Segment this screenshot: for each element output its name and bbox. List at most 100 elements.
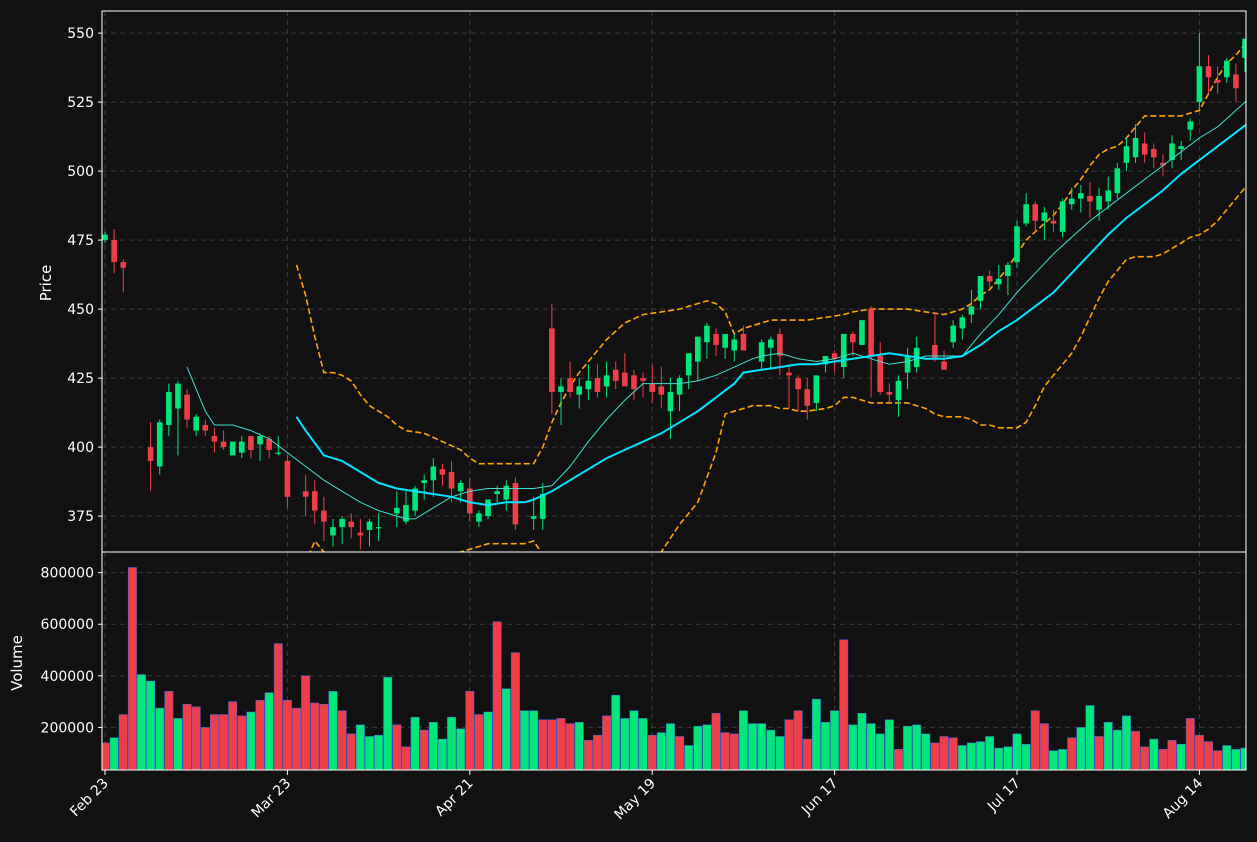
candle-body (1196, 66, 1203, 103)
candle-body (348, 521, 355, 528)
volume-bar (146, 680, 156, 770)
candle-body (767, 339, 774, 348)
candle (804, 378, 811, 420)
candle-body (1023, 204, 1029, 224)
price-axis-label: Price (37, 265, 55, 302)
candle (229, 441, 236, 456)
candle (421, 474, 427, 500)
candle-body (968, 306, 975, 315)
candle-body (959, 317, 966, 329)
volume-bar (985, 736, 995, 770)
candle (220, 430, 227, 450)
candle (549, 303, 555, 414)
candle (202, 419, 209, 437)
candle (704, 322, 710, 359)
candle-body (1050, 220, 1057, 224)
candle-body (321, 510, 327, 522)
candle-body (758, 342, 765, 362)
candle-body (585, 380, 592, 390)
volume-tick-label: 400000 (41, 669, 94, 685)
candle-body (795, 378, 801, 390)
volume-bar (893, 749, 903, 770)
volume-bar (255, 700, 265, 770)
candle-body (476, 513, 482, 522)
candle (786, 364, 792, 409)
volume-bar (738, 710, 748, 770)
candle (977, 275, 984, 310)
candle-body (1096, 195, 1102, 210)
candle (284, 455, 291, 508)
candle-body (713, 333, 719, 345)
candle-body (1242, 38, 1246, 58)
candle-body (1214, 80, 1221, 83)
candle (995, 264, 1002, 290)
volume-bar (620, 718, 630, 770)
volume-bar (948, 737, 958, 770)
volume-bar (1121, 715, 1131, 770)
candle-body (1223, 60, 1230, 78)
volume-bar (137, 674, 146, 770)
volume-bar (1003, 746, 1013, 770)
candle (950, 320, 956, 348)
candle (722, 333, 728, 359)
candle (357, 518, 364, 550)
volume-bar (538, 719, 548, 770)
candle-body (211, 436, 218, 442)
volume-bar (292, 707, 301, 770)
candle-body (1205, 66, 1212, 78)
volume-bar (1158, 749, 1168, 770)
candle (658, 367, 665, 409)
volume-bar (556, 718, 566, 770)
candle (1141, 132, 1148, 163)
candle (1041, 206, 1048, 241)
volume-bar (1012, 733, 1022, 770)
volume-bar (966, 742, 976, 770)
volume-bar (921, 733, 931, 770)
candle (895, 375, 902, 417)
candle (877, 342, 883, 395)
volume-bar (529, 710, 539, 770)
candle-body (494, 491, 500, 495)
candle (868, 306, 874, 398)
volume-bar (355, 724, 365, 770)
volume-bar (766, 729, 776, 770)
volume-bar (164, 691, 174, 770)
candlesticks (102, 33, 1246, 550)
volume-bar (1222, 745, 1232, 770)
candle (156, 419, 163, 475)
volume-bar (930, 742, 940, 770)
volume-bar (1176, 743, 1186, 770)
candle (1132, 124, 1139, 163)
candle-body (284, 460, 291, 497)
candle (1059, 198, 1066, 238)
candle (512, 477, 519, 530)
candle (959, 314, 966, 340)
moving-averages (186, 100, 1246, 520)
candle-body (868, 309, 874, 357)
candle-body (840, 333, 847, 368)
volume-bar (702, 724, 712, 770)
candle (430, 458, 437, 497)
volume-bar (1112, 729, 1122, 770)
candle (147, 422, 154, 492)
candle-body (457, 482, 464, 492)
candle-body (503, 485, 510, 500)
candle (1005, 262, 1011, 296)
volume-bar (994, 747, 1004, 770)
candle-body (357, 532, 364, 536)
candle (941, 350, 947, 370)
candle-body (266, 438, 272, 450)
candle (695, 336, 701, 381)
candle-body (1041, 212, 1048, 221)
volume-bar (319, 703, 329, 770)
candle-body (248, 436, 254, 450)
volume-bar (775, 736, 785, 770)
candle (166, 383, 172, 437)
candle (740, 325, 747, 351)
candle-body (430, 466, 437, 481)
volume-bar (301, 675, 311, 770)
candle (576, 378, 583, 409)
volume-bar (483, 711, 493, 770)
volume-bar (720, 732, 730, 770)
volume-bar (857, 712, 867, 770)
